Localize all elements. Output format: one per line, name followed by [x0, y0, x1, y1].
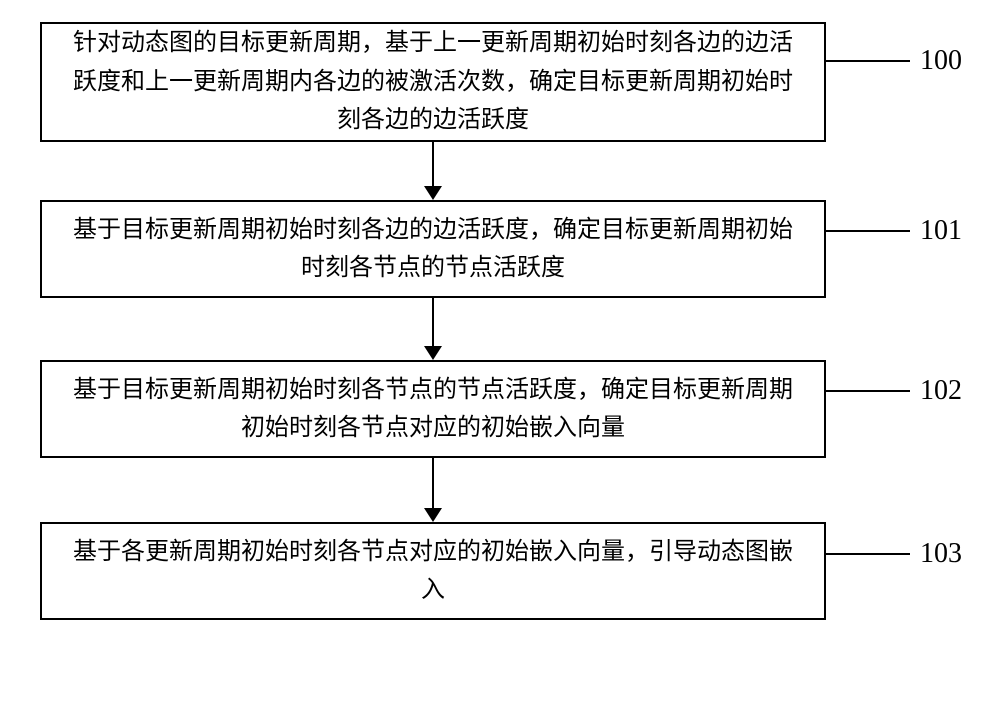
step-label-103: 103: [920, 538, 962, 570]
step-text: 基于目标更新周期初始时刻各节点的节点活跃度，确定目标更新周期初始时刻各节点对应的…: [62, 371, 804, 448]
arrow-down-icon: [424, 508, 442, 522]
label-line-100: [826, 60, 910, 62]
step-label-102: 102: [920, 375, 962, 407]
connector-arrow: [424, 142, 442, 200]
label-line-102: [826, 390, 910, 392]
step-text: 针对动态图的目标更新周期，基于上一更新周期初始时刻各边的边活跃度和上一更新周期内…: [62, 24, 804, 139]
step-box-100: 针对动态图的目标更新周期，基于上一更新周期初始时刻各边的边活跃度和上一更新周期内…: [40, 22, 826, 142]
connector-line: [432, 458, 434, 508]
flowchart-container: 针对动态图的目标更新周期，基于上一更新周期初始时刻各边的边活跃度和上一更新周期内…: [0, 0, 1000, 704]
arrow-down-icon: [424, 186, 442, 200]
connector-line: [432, 142, 434, 186]
label-line-101: [826, 230, 910, 232]
connector-arrow: [424, 458, 442, 522]
connector-line: [432, 298, 434, 346]
connector-arrow: [424, 298, 442, 360]
step-label-101: 101: [920, 215, 962, 247]
label-line-103: [826, 553, 910, 555]
arrow-down-icon: [424, 346, 442, 360]
step-box-103: 基于各更新周期初始时刻各节点对应的初始嵌入向量，引导动态图嵌入: [40, 522, 826, 620]
step-box-102: 基于目标更新周期初始时刻各节点的节点活跃度，确定目标更新周期初始时刻各节点对应的…: [40, 360, 826, 458]
step-box-101: 基于目标更新周期初始时刻各边的边活跃度，确定目标更新周期初始时刻各节点的节点活跃…: [40, 200, 826, 298]
step-label-100: 100: [920, 45, 962, 77]
step-text: 基于目标更新周期初始时刻各边的边活跃度，确定目标更新周期初始时刻各节点的节点活跃…: [62, 211, 804, 288]
step-text: 基于各更新周期初始时刻各节点对应的初始嵌入向量，引导动态图嵌入: [62, 533, 804, 610]
